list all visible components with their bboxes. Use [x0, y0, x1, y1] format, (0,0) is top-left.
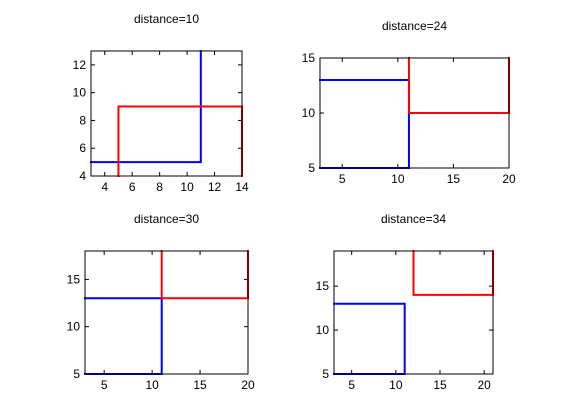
- series-line-red: [407, 57, 510, 114]
- x-tick-label: 5: [339, 172, 346, 186]
- x-tick-label: 20: [477, 378, 491, 392]
- y-tick-label: 5: [73, 367, 80, 381]
- x-tick-label: 10: [389, 378, 403, 392]
- subplot-title: distance=30: [134, 212, 199, 226]
- series-line-blue: [319, 79, 410, 169]
- x-tick-label: 5: [348, 378, 355, 392]
- y-tick-label: 10: [316, 323, 330, 337]
- y-tick-label: 12: [73, 58, 87, 72]
- subplot-1: distance=10 4 6 8 10 12 14 4 6 8 10 12: [73, 12, 249, 194]
- x-tick-label: 20: [502, 172, 516, 186]
- axes-frame: [90, 50, 243, 177]
- series-line-red: [160, 250, 249, 300]
- x-tick-label: 14: [235, 180, 249, 194]
- y-tick-label: 15: [302, 51, 316, 65]
- subplot-2: distance=24 5 10 15 20 5 10 15: [302, 19, 516, 186]
- x-tick-label: 10: [391, 172, 405, 186]
- x-tick-label: 10: [145, 378, 159, 392]
- x-tick-label: 10: [180, 180, 194, 194]
- x-tick-label: 8: [156, 180, 163, 194]
- x-tick-label: 4: [101, 180, 108, 194]
- subplot-title: distance=10: [134, 12, 199, 26]
- y-tick-label: 15: [67, 272, 81, 286]
- subplot-3: distance=30 5 10 15 20 5 10 15: [67, 212, 255, 392]
- series-line-red: [117, 105, 243, 177]
- y-tick-label: 6: [79, 141, 86, 155]
- series-line-blue: [90, 50, 202, 164]
- x-tick-label: 12: [208, 180, 222, 194]
- y-tick-label: 10: [73, 86, 87, 100]
- x-tick-label: 15: [193, 378, 207, 392]
- subplot-4: distance=34 5 10 15 20 5 10 15: [316, 212, 494, 392]
- x-tick-label: 15: [447, 172, 461, 186]
- subplot-title: distance=24: [382, 19, 447, 33]
- y-tick-label: 4: [79, 169, 86, 183]
- y-tick-label: 10: [67, 320, 81, 334]
- y-tick-label: 10: [302, 106, 316, 120]
- y-tick-label: 15: [316, 279, 330, 293]
- x-tick-label: 20: [241, 378, 255, 392]
- axes-frame: [319, 57, 510, 169]
- y-tick-label: 5: [308, 161, 315, 175]
- axes-frame: [84, 250, 249, 375]
- series-line-blue: [84, 297, 163, 375]
- x-tick-label: 6: [129, 180, 136, 194]
- y-tick-label: 5: [322, 367, 329, 381]
- subplot-title: distance=34: [381, 212, 446, 226]
- y-tick-label: 8: [79, 113, 86, 127]
- x-tick-label: 15: [433, 378, 447, 392]
- series-line-blue: [333, 302, 406, 375]
- x-tick-label: 5: [101, 378, 108, 392]
- axes-frame: [333, 250, 494, 375]
- series-line-red: [412, 250, 494, 296]
